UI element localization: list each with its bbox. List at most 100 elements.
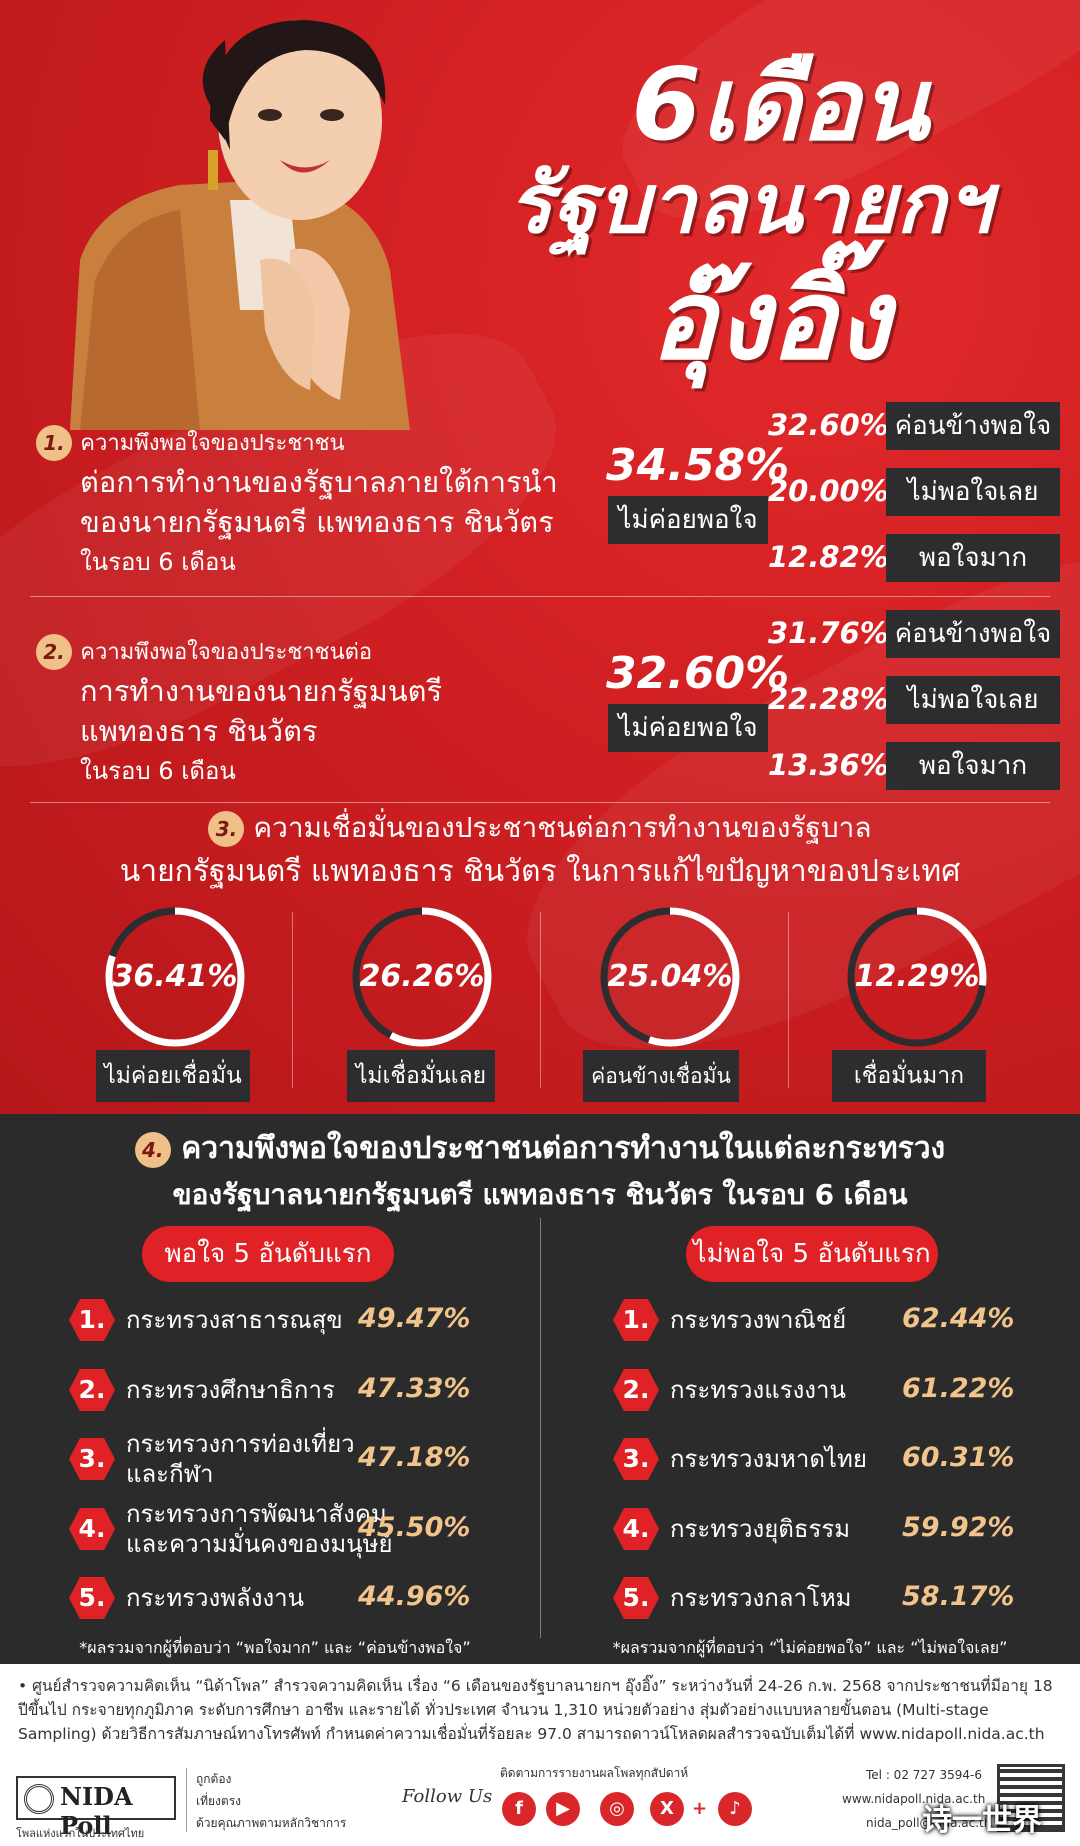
q1-number: 1. [36, 424, 72, 461]
q2-line-1: ความพึงพอใจของประชาชนต่อ [80, 640, 373, 665]
q1-item-1-percent: 32.60% [768, 408, 889, 442]
ministry-name: กระทรวงการพัฒนาสังคม และความมั่นคงของมนุ… [126, 1500, 393, 1558]
rank-number: 1. [78, 1305, 106, 1334]
confidence-ring-2 [352, 907, 492, 1047]
headline-line-2: รัฐบาลนายกฯ [508, 157, 992, 252]
divider [788, 912, 789, 1088]
ministry-name: กระทรวงพาณิชย์ [670, 1306, 847, 1334]
q3-question: 3. ความเชื่อมั่นของประชาชนต่อการทำงานของ… [0, 806, 1080, 894]
logo-text: NIDA Poll [60, 1782, 133, 1840]
phone-number: Tel : 02 727 3594-6 [866, 1768, 982, 1782]
confidence-3-label: ค่อนข้างเชื่อมั่น [583, 1050, 739, 1102]
tag-accurate: ถูกต้อง [196, 1772, 232, 1786]
tiktok-icon[interactable]: ♪ [718, 1792, 752, 1826]
website[interactable]: www.nidapoll.nida.ac.th [842, 1792, 986, 1806]
q2-item-2-percent: 22.28% [768, 682, 889, 716]
q1-line-1: ความพึงพอใจของประชาชน [80, 431, 345, 456]
confidence-ring-2-arc [352, 907, 492, 1047]
q1-item-2-percent: 20.00% [768, 474, 889, 508]
nida-seal-icon [24, 1784, 54, 1814]
confidence-ring-3-arc [600, 907, 740, 1047]
rank-number: 4. [622, 1514, 650, 1543]
confidence-4-percent: 12.29% [854, 959, 980, 994]
confidence-ring-4-arc [847, 907, 987, 1047]
q2-line-2: การทำงานของนายกรัฐมนตรี [80, 674, 443, 708]
q2-line-4: ในรอบ 6 เดือน [80, 757, 236, 785]
instagram-icon[interactable]: ◎ [600, 1792, 634, 1826]
rank-badge-2: 2. [612, 1366, 660, 1414]
nida-poll-logo: NIDA Poll [16, 1776, 176, 1840]
methodology-text: • ศูนย์สำรวจความคิดเห็น “นิด้าโพล” สำรวจ… [18, 1677, 1053, 1743]
q2-item-3-percent: 13.36% [768, 748, 889, 782]
q3-number: 3. [208, 811, 245, 847]
rank-number: 5. [622, 1583, 650, 1612]
footer: • ศูนย์สำรวจความคิดเห็น “นิด้าโพล” สำรวจ… [0, 1664, 1080, 1846]
q2-main-label: ไม่ค่อยพอใจ [608, 704, 768, 752]
watermark: 诗一世界 [922, 1803, 1042, 1838]
ministry-percent: 47.33% [358, 1373, 471, 1404]
qr-code[interactable] [997, 1764, 1065, 1832]
confidence-ring-3 [600, 907, 740, 1047]
divider [540, 912, 541, 1088]
satisfied-note: *ผลรวมจากผู้ที่ตอบว่า “พอใจมาก” และ “ค่อ… [79, 1638, 471, 1657]
youtube-icon[interactable]: ▶ [546, 1792, 580, 1826]
email[interactable]: nida_poll@nida.ac.th [866, 1816, 992, 1830]
follow-us-label: Follow Us [402, 1786, 493, 1807]
dissatisfied-note: *ผลรวมจากผู้ที่ตอบว่า “ไม่ค่อยพอใจ” และ … [612, 1638, 1008, 1657]
confidence-3-percent: 25.04% [607, 959, 733, 994]
divider [30, 802, 1050, 803]
divider [30, 596, 1050, 597]
q1-main-label: ไม่ค่อยพอใจ [608, 496, 768, 544]
rank-badge-5: 5. [612, 1574, 660, 1622]
x-icon[interactable]: X [650, 1792, 684, 1826]
confidence-2-percent: 26.26% [359, 959, 485, 994]
rank-number: 2. [78, 1375, 106, 1404]
follow-weekly-label: ติดตามการรายงานผลโพลทุกสัปดาห์ [500, 1766, 689, 1780]
q3-line-1: ความเชื่อมั่นของประชาชนต่อการทำงานของรัฐ… [253, 811, 872, 844]
confidence-1-percent: 36.41% [112, 959, 238, 994]
ministry-percent: 44.96% [358, 1581, 471, 1612]
tag-quality: ด้วยคุณภาพตามหลักวิชาการ [196, 1816, 347, 1830]
ministry-percent: 58.17% [902, 1581, 1015, 1612]
ministry-percent: 49.47% [358, 1303, 471, 1334]
confidence-ring-4 [847, 907, 987, 1047]
q2-item-1-percent: 31.76% [768, 616, 889, 650]
headline-line-1: 6เดือน [631, 46, 929, 163]
q2-question: 2. ความพึงพอใจของประชาชนต่อ การทำงานของน… [36, 632, 596, 790]
rank-number: 3. [78, 1444, 106, 1473]
q1-main-percent: 34.58% [606, 440, 790, 491]
top5-dissatisfied-header: ไม่พอใจ 5 อันดับแรก [686, 1226, 938, 1282]
confidence-1-label: ไม่ค่อยเชื่อมั่น [96, 1050, 250, 1102]
confidence-ring-1-arc [105, 907, 245, 1047]
rank-badge-1: 1. [612, 1296, 660, 1344]
tag-precise: เที่ยงตรง [196, 1794, 241, 1808]
q1-item-1-label: ค่อนข้างพอใจ [886, 402, 1060, 450]
ministry-percent: 60.31% [902, 1442, 1015, 1473]
rank-number: 2. [622, 1375, 650, 1404]
ministry-name: กระทรวงพลังงาน [126, 1584, 305, 1612]
rank-badge-4: 4. [612, 1505, 660, 1553]
logo-subtitle: โพลแห่งแรกในประเทศไทย [16, 1827, 145, 1840]
rank-number: 5. [78, 1583, 106, 1612]
ministry-name: กระทรวงแรงงาน [670, 1376, 846, 1404]
top5-satisfied-header: พอใจ 5 อันดับแรก [142, 1226, 394, 1282]
q4-line-1: ความพึงพอใจของประชาชนต่อการทำงานในแต่ละก… [181, 1131, 946, 1166]
rank-badge-3: 3. [612, 1435, 660, 1483]
headline-line-3: อุ๊งอิ๊ง [650, 256, 890, 384]
q1-line-2: ต่อการทำงานของรัฐบาลภายใต้การนำ [80, 465, 558, 499]
q2-number: 2. [36, 633, 72, 670]
divider [292, 912, 293, 1088]
q4-line-2: ของรัฐบาลนายกรัฐมนตรี แพทองธาร ชินวัตร ใ… [172, 1178, 908, 1211]
rank-number: 3. [622, 1444, 650, 1473]
q3-line-2: นายกรัฐมนตรี แพทองธาร ชินวัตร ในการแก้ไข… [119, 854, 961, 889]
ministry-name: กระทรวงมหาดไทย [670, 1445, 867, 1473]
rank-badge-2: 2. [68, 1366, 116, 1414]
divider [186, 1768, 187, 1832]
q1-item-3-label: พอใจมาก [886, 534, 1060, 582]
facebook-icon[interactable]: f [502, 1792, 536, 1826]
ministry-percent: 61.22% [902, 1373, 1015, 1404]
ministry-name: กระทรวงกลาโหม [670, 1584, 852, 1612]
divider [540, 1218, 541, 1638]
q4-question: 4. ความพึงพอใจของประชาชนต่อการทำงานในแต่… [0, 1126, 1080, 1218]
q1-item-2-label: ไม่พอใจเลย [886, 468, 1060, 516]
